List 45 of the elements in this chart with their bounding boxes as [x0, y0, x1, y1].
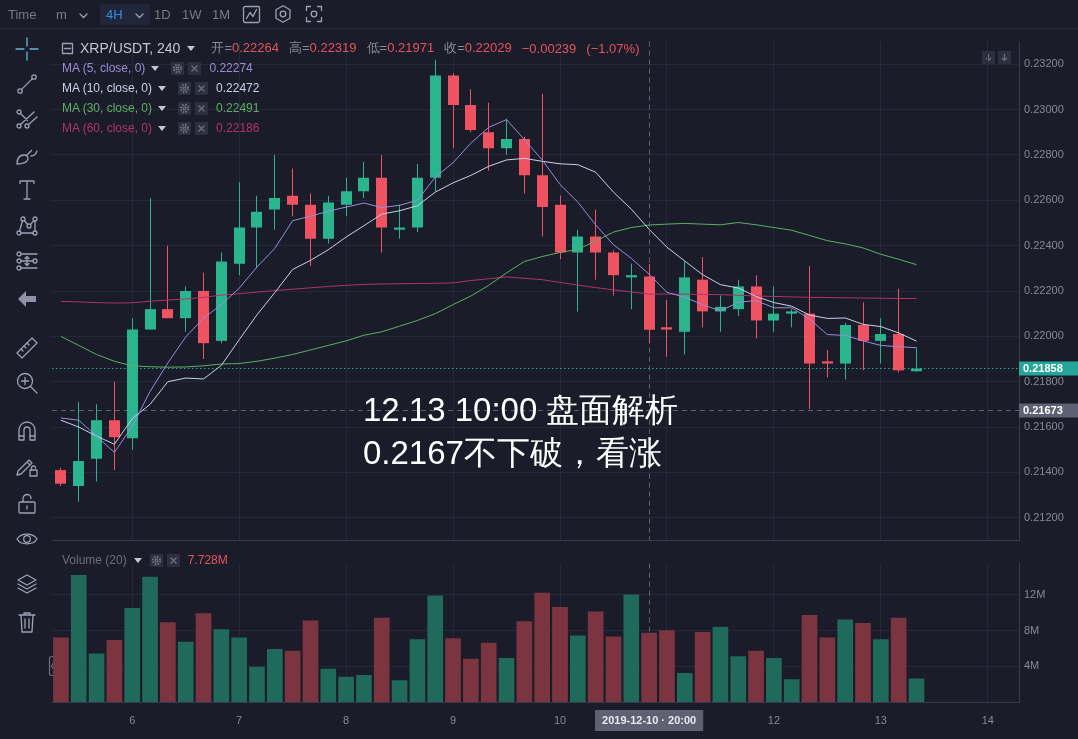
text: 4H [100, 4, 150, 25]
text: m [56, 7, 68, 22]
y-tick-label: 8M [1024, 623, 1040, 636]
x-tick-label: 9 [450, 713, 457, 726]
chart-title: Volume (20) [62, 553, 127, 567]
annotation: 0.22274 [209, 61, 253, 75]
x-tick-label: 7 [236, 713, 243, 726]
text: MA (60, close, 0) [62, 121, 153, 135]
text: 开=0.22264 高=0.22319 低=0.21971 收=0.22029 −0.00239 (−1.07%) [211, 40, 640, 56]
text: MA (30, close, 0) [62, 101, 153, 115]
y-tick-label: 0.22200 [1024, 284, 1064, 297]
annotation: 12.13 10:00 盘面解析 [363, 390, 679, 430]
y-tick-label: 0.21200 [1024, 510, 1064, 523]
annotation: 7.728M [187, 553, 228, 567]
y-tick-label: 0.22000 [1024, 329, 1064, 342]
y-tick-label: 0.22600 [1024, 193, 1064, 206]
annotation: 0.22491 [216, 101, 260, 115]
y-tick-label: 0.21800 [1024, 374, 1064, 387]
y-tick-label: 0.21400 [1024, 465, 1064, 478]
y-tick-label: 4M [1024, 659, 1040, 672]
x-tick-label: 13 [874, 713, 887, 726]
chart-title: XRP/USDT, 240 [80, 40, 181, 56]
x-tick-label: 8 [343, 713, 350, 726]
x-tick-label: 12 [767, 713, 781, 726]
text: 1D [154, 7, 171, 22]
y-tick-label: 0.23200 [1024, 57, 1064, 70]
y-tick-label: 0.22800 [1024, 147, 1064, 160]
ref-line-label: 0.21673 [1023, 403, 1063, 416]
y-tick-label: 0.21600 [1024, 420, 1064, 433]
text: 1W [182, 7, 202, 22]
text: MA (10, close, 0) [62, 81, 153, 95]
ref-line-label: 0.21858 [1023, 361, 1063, 374]
y-tick-label: 12M [1024, 587, 1046, 600]
ref-line-label: 2019-12-10 · 20:00 [602, 713, 697, 726]
annotation: 0.2167不下破，看涨 [363, 433, 663, 473]
y-tick-label: 0.23000 [1024, 102, 1064, 115]
y-tick-label: 0.22400 [1024, 238, 1064, 251]
text: MA (5, close, 0) [62, 61, 146, 75]
text: 1M [212, 7, 231, 22]
x-tick-label: 14 [981, 713, 994, 726]
annotation: 0.22472 [216, 81, 260, 95]
x-tick-label: 10 [553, 713, 567, 726]
annotation: 0.22186 [216, 121, 260, 135]
x-tick-label: 6 [129, 713, 136, 726]
text: Time [8, 7, 37, 22]
